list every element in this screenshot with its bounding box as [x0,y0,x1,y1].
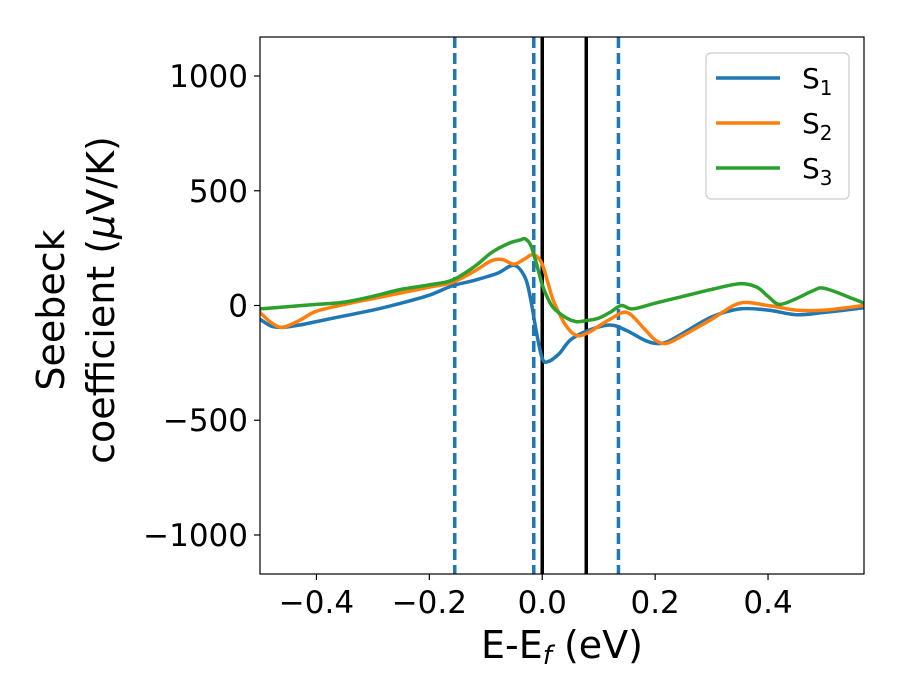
x-tick-label-1: −0.2 [392,585,467,621]
x-tick-label-2: 0.0 [518,585,567,621]
legend: S1 S2 S3 [705,52,850,200]
x-tick-label-0: −0.4 [279,585,354,621]
y-axis-title-post: V/K) [79,136,123,215]
series-lines [260,236,864,364]
y-axis-title-line2: coefficient (μV/K) [79,136,123,464]
legend-label-s3: S3 [802,152,833,190]
y-tick-label-2: 0 [228,289,248,325]
legend-label-s1: S1 [802,62,833,100]
x-axis-title-main: E-E [481,623,543,667]
reference-lines [452,37,621,574]
x-axis-title: E-Ef (eV) [481,623,643,671]
legend-label-s2: S2 [802,107,833,145]
y-tick-label-4: 1000 [169,59,248,95]
x-tick-label-4: 0.4 [743,585,792,621]
y-axis-title-line1: Seebeck [29,229,73,390]
legend-box [705,52,850,200]
y-axis-ticks: −1000 −500 0 500 1000 [143,59,260,554]
y-tick-label-1: −500 [163,403,248,439]
y-axis-title-pre: coefficient ( [79,239,123,464]
series-line-s3 [260,236,864,324]
x-axis-title-suffix: (eV) [552,623,643,667]
series-line-s2 [260,253,864,346]
y-axis-title-mu: μ [79,215,123,240]
x-tick-label-3: 0.2 [630,585,679,621]
y-tick-label-0: −1000 [143,518,248,554]
x-axis-ticks: −0.4 −0.2 0.0 0.2 0.4 [279,574,793,621]
y-tick-label-3: 500 [189,174,248,210]
series-line-s1 [260,263,864,364]
